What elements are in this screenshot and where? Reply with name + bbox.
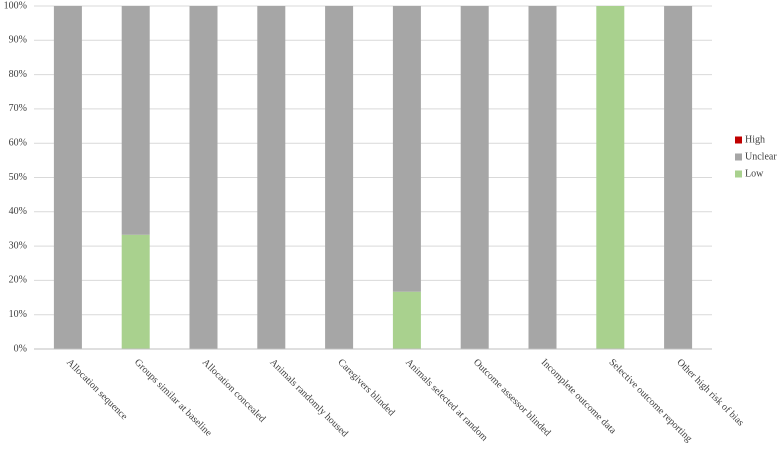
bar-segment — [189, 6, 218, 349]
x-tick-label: Animals randomly housed — [268, 357, 350, 439]
legend-label: High — [745, 134, 765, 145]
y-tick-label: 40% — [9, 206, 27, 217]
y-tick-label: 70% — [9, 103, 27, 114]
y-tick-label: 50% — [9, 172, 27, 183]
y-tick-label: 60% — [9, 137, 27, 148]
x-tick-label: Caregivers blinded — [335, 357, 396, 418]
bar-segment — [392, 291, 421, 349]
x-tick-label: Outcome assessor blinded — [471, 357, 553, 439]
bar-segment — [121, 6, 150, 235]
bar-segment — [596, 6, 625, 349]
legend-swatch — [735, 153, 742, 161]
x-tick-label: Groups similar at baseline — [132, 357, 214, 439]
y-tick-label: 30% — [9, 240, 27, 251]
bar-segment — [325, 6, 354, 349]
y-tick-label: 0% — [14, 343, 27, 354]
bar-segment — [528, 6, 557, 349]
x-tick-label: Incomplete outcome data — [539, 357, 619, 437]
x-tick-label: Allocation concealed — [200, 357, 268, 425]
bar-segment — [53, 6, 82, 349]
x-tick-label: Other high risk of bias — [674, 357, 745, 428]
y-tick-label: 90% — [9, 35, 27, 46]
bar-segment — [257, 6, 286, 349]
legend-label: Unclear — [745, 151, 777, 162]
x-tick-label: Allocation sequence — [64, 357, 130, 423]
y-tick-label: 10% — [9, 309, 27, 320]
bar-segment — [460, 6, 489, 349]
legend-label: Low — [745, 168, 764, 179]
y-tick-label: 80% — [9, 69, 27, 80]
legend-swatch — [735, 170, 742, 178]
legend-swatch — [735, 136, 742, 144]
bar-segment — [664, 6, 693, 349]
bar-segment — [121, 234, 150, 349]
bar-segment — [392, 6, 421, 292]
y-tick-label: 100% — [4, 0, 27, 11]
y-tick-label: 20% — [9, 275, 27, 286]
